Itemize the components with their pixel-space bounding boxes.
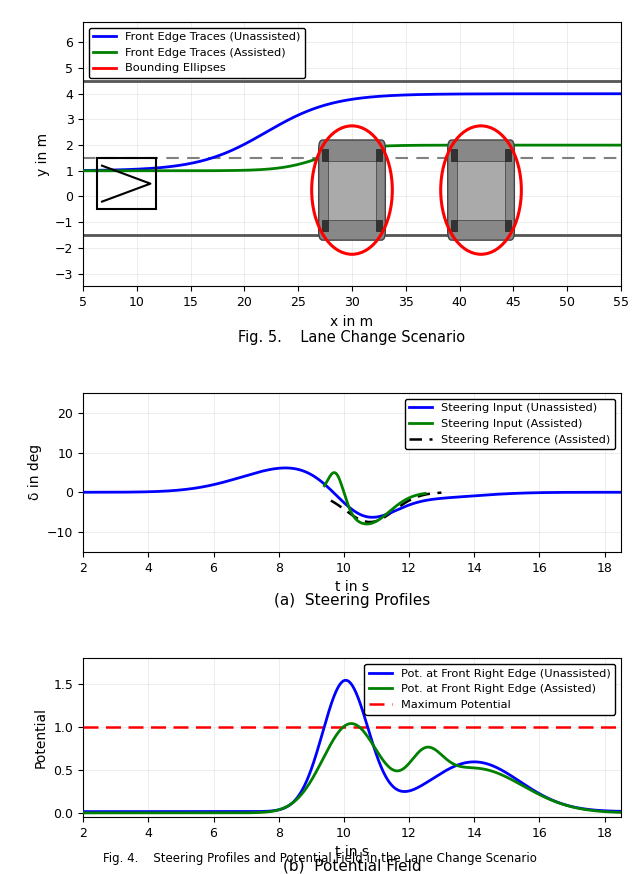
Pot. at Front Right Edge (Unassisted): [602, 806, 609, 816]
Pot. at Front Right Edge (Assisted): [503, 772, 511, 782]
Steering Input (Unassisted): [602, 487, 609, 497]
Bar: [376, 219, 382, 231]
Text: (a)  Steering Profiles: (a) Steering Profiles: [274, 593, 430, 608]
Pot. at Front Right Edge (Unassisted): [503, 768, 511, 779]
Steering Input (Unassisted): [617, 487, 625, 497]
Steering Input (Unassisted): [602, 487, 609, 497]
X-axis label: t in s: t in s: [335, 845, 369, 859]
Steering Input (Unassisted): [107, 487, 115, 497]
Bar: [97, 158, 156, 210]
Y-axis label: Potential: Potential: [34, 707, 48, 768]
Pot. at Front Right Edge (Unassisted): [342, 675, 349, 685]
X-axis label: x in m: x in m: [330, 315, 374, 329]
Bar: [451, 219, 458, 231]
Y-axis label: δ in deg: δ in deg: [28, 444, 42, 501]
Pot. at Front Right Edge (Assisted): [107, 808, 115, 818]
Pot. at Front Right Edge (Unassisted): [79, 807, 87, 817]
Steering Input (Unassisted): [282, 462, 289, 473]
Line: Pot. at Front Right Edge (Unassisted): Pot. at Front Right Edge (Unassisted): [83, 680, 621, 812]
Pot. at Front Right Edge (Assisted): [340, 721, 348, 732]
X-axis label: t in s: t in s: [335, 580, 369, 594]
Pot. at Front Right Edge (Unassisted): [326, 702, 334, 712]
Pot. at Front Right Edge (Assisted): [326, 739, 334, 750]
Steering Input (Assisted): [326, 470, 334, 481]
Text: (b)  Potential Field: (b) Potential Field: [283, 858, 421, 873]
Steering Input (Assisted): [340, 489, 348, 500]
Pot. at Front Right Edge (Unassisted): [602, 806, 609, 816]
FancyBboxPatch shape: [319, 140, 385, 240]
Legend: Pot. at Front Right Edge (Unassisted), Pot. at Front Right Edge (Assisted), Maxi: Pot. at Front Right Edge (Unassisted), P…: [364, 664, 615, 715]
Line: Steering Input (Assisted): Steering Input (Assisted): [324, 473, 426, 524]
Bar: [458, 161, 505, 219]
Pot. at Front Right Edge (Unassisted): [340, 676, 348, 686]
Pot. at Front Right Edge (Unassisted): [107, 807, 115, 817]
Pot. at Front Right Edge (Unassisted): [617, 806, 625, 816]
Bar: [328, 161, 376, 219]
Pot. at Front Right Edge (Assisted): [602, 807, 609, 817]
Steering Input (Unassisted): [79, 487, 87, 497]
Steering Input (Unassisted): [327, 484, 335, 495]
Steering Input (Unassisted): [341, 498, 349, 509]
FancyBboxPatch shape: [448, 140, 515, 240]
Pot. at Front Right Edge (Assisted): [617, 808, 625, 818]
Bar: [322, 149, 328, 161]
Line: Steering Reference (Assisted): Steering Reference (Assisted): [331, 493, 442, 522]
Bar: [376, 149, 382, 161]
Pot. at Front Right Edge (Assisted): [348, 718, 355, 729]
Steering Reference (Assisted): [340, 504, 348, 515]
Bar: [505, 219, 511, 231]
Bar: [322, 219, 328, 231]
Bar: [505, 149, 511, 161]
Line: Steering Input (Unassisted): Steering Input (Unassisted): [83, 468, 621, 517]
Maximum Potential: [47, 722, 54, 732]
Bar: [451, 149, 458, 161]
Line: Pot. at Front Right Edge (Assisted): Pot. at Front Right Edge (Assisted): [83, 724, 621, 813]
Y-axis label: y in m: y in m: [36, 133, 49, 176]
Text: Fig. 5.    Lane Change Scenario: Fig. 5. Lane Change Scenario: [239, 330, 465, 345]
Pot. at Front Right Edge (Assisted): [79, 808, 87, 818]
Legend: Front Edge Traces (Unassisted), Front Edge Traces (Assisted), Bounding Ellipses: Front Edge Traces (Unassisted), Front Ed…: [89, 28, 305, 78]
Maximum Potential: [14, 722, 22, 732]
Steering Input (Unassisted): [369, 512, 376, 523]
Legend: Steering Input (Unassisted), Steering Input (Assisted), Steering Reference (Assi: Steering Input (Unassisted), Steering In…: [405, 399, 615, 449]
Steering Input (Unassisted): [503, 489, 511, 499]
Text: Fig. 4.    Steering Profiles and Potential Field in the Lane Change Scenario: Fig. 4. Steering Profiles and Potential …: [103, 852, 537, 865]
Pot. at Front Right Edge (Assisted): [602, 807, 609, 817]
